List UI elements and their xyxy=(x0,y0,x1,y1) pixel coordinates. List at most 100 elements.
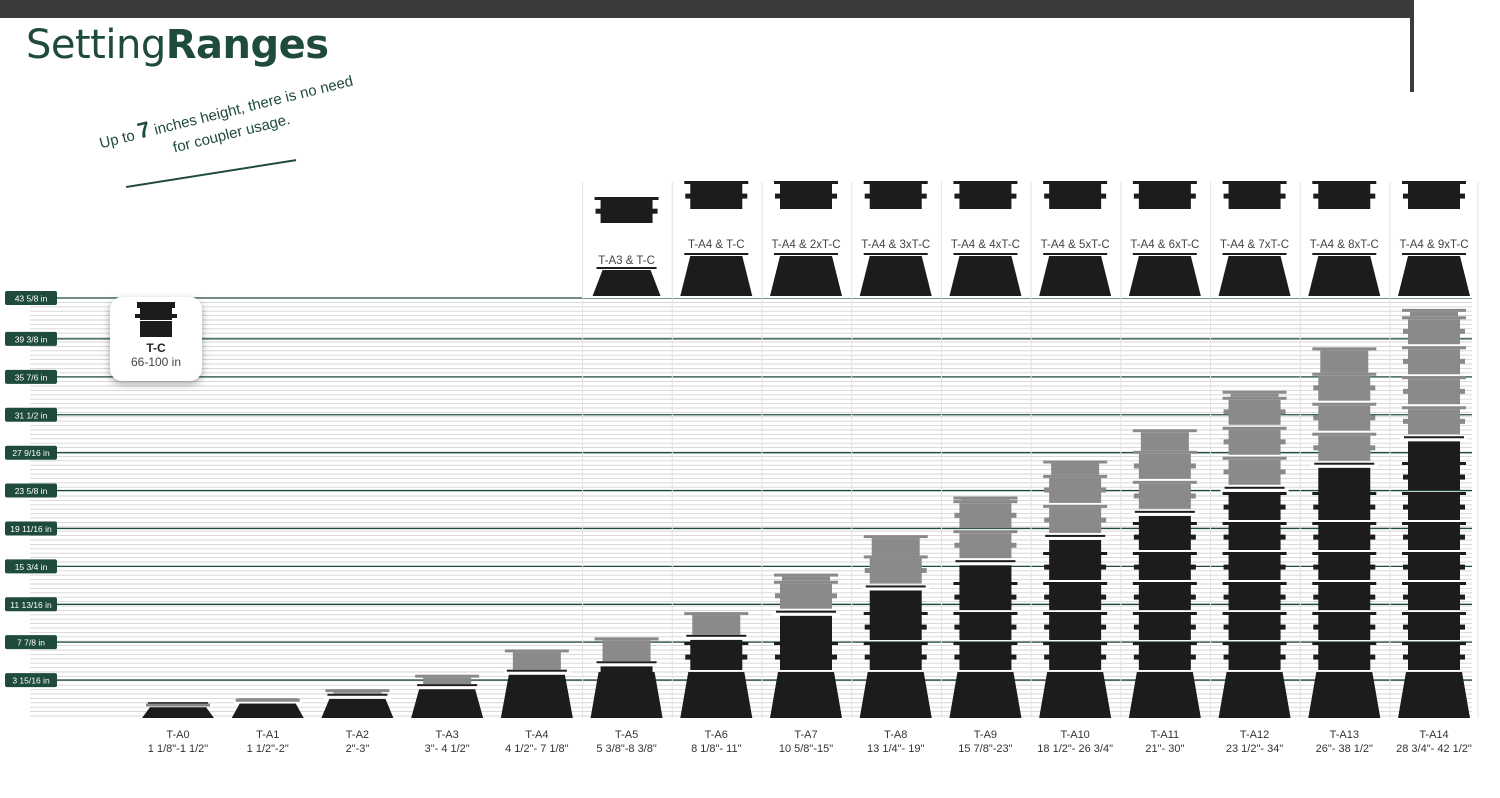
pedestal-name: T-A12 xyxy=(1240,729,1269,741)
pedestal-t-a3 xyxy=(411,674,484,718)
y-tick-label: 3 15/16 in xyxy=(12,676,50,686)
pedestal-name: T-A11 xyxy=(1151,729,1180,741)
y-tick-label: 39 3/8 in xyxy=(15,334,48,344)
y-tick-badge xyxy=(5,597,57,612)
pedestal-t-a9 xyxy=(949,496,1022,718)
y-tick-label: 31 1/2 in xyxy=(15,410,48,420)
y-tick-badge xyxy=(5,445,57,460)
header-bar xyxy=(0,0,1414,18)
pedestal-range: 15 7/8"-23" xyxy=(958,743,1012,755)
pedestal-range: 10 5/8"-15" xyxy=(779,743,833,755)
pedestal-t-a8 xyxy=(859,535,932,718)
pedestal-t-a6 xyxy=(680,612,753,718)
pedestal-t-a7 xyxy=(770,573,842,718)
pedestal-t-a0 xyxy=(142,702,214,718)
y-tick-label: 11 13/16 in xyxy=(10,600,52,610)
pedestal-range: 13 1/4"- 19" xyxy=(867,743,924,755)
pedestal-name: T-A8 xyxy=(884,729,907,741)
y-ticks: 3 15/16 in 7 7/8 in 11 13/16 in 15 3/4 in 19… xyxy=(5,291,57,688)
pedestal-t-a5 xyxy=(590,637,663,718)
pedestal-name: T-A2 xyxy=(346,729,369,741)
pedestal-name: T-A3 xyxy=(436,729,459,741)
y-tick-badge xyxy=(5,369,57,384)
pedestal-range: 1 1/8"-1 1/2" xyxy=(148,743,208,755)
y-tick-label: 15 3/4 in xyxy=(15,562,48,572)
pedestal-name: T-A5 xyxy=(615,729,638,741)
pedestal-labels: T-A0 1 1/8"-1 1/2" T-A1 1 1/2"-2" T-A2 2"-3" T… xyxy=(148,729,1472,755)
combo-label: T-A4 & 7xT-C xyxy=(1220,239,1289,251)
combo-label: T-A4 & 9xT-C xyxy=(1399,239,1468,251)
combo-t-a5: T-A3 & T-C xyxy=(592,197,661,296)
combo-t-a10: T-A4 & 5xT-C xyxy=(1039,181,1112,296)
y-tick-badge xyxy=(5,521,57,536)
combo-t-a6: T-A4 & T-C xyxy=(680,181,753,296)
coupler-range: 66-100 in xyxy=(130,355,182,369)
pedestal-range: 28 3/4"- 42 1/2" xyxy=(1396,743,1472,755)
pedestal-columns: T-A3 & T-C T-A4 & T-C T-A4 & 2xT-C T-A4 & 3… xyxy=(142,180,1479,718)
combo-t-a11: T-A4 & 6xT-C xyxy=(1128,181,1201,296)
y-tick-badge xyxy=(5,559,57,574)
pedestal-name: T-A13 xyxy=(1330,729,1359,741)
combo-t-a7: T-A4 & 2xT-C xyxy=(770,181,842,296)
pedestal-t-a4 xyxy=(500,649,573,718)
y-tick-label: 7 7/8 in xyxy=(17,638,45,648)
y-tick-badge xyxy=(5,483,57,498)
pedestal-range: 3"- 4 1/2" xyxy=(425,743,470,755)
pedestal-t-a12 xyxy=(1218,390,1291,718)
combo-label: T-A4 & 8xT-C xyxy=(1310,239,1379,251)
pedestal-range: 26"- 38 1/2" xyxy=(1316,743,1373,755)
y-tick-label: 27 9/16 in xyxy=(12,448,50,458)
combo-label: T-A4 & 5xT-C xyxy=(1041,239,1110,251)
combo-t-a9: T-A4 & 4xT-C xyxy=(949,181,1022,296)
pedestal-name: T-A10 xyxy=(1060,729,1089,741)
pedestal-name: T-A14 xyxy=(1419,729,1448,741)
combo-label: T-A4 & 2xT-C xyxy=(771,239,840,251)
y-tick-label: 23 5/8 in xyxy=(15,486,48,496)
pedestal-name: T-A6 xyxy=(705,729,728,741)
y-tick-badge xyxy=(5,331,57,346)
combo-label: T-A4 & 4xT-C xyxy=(951,239,1020,251)
title-light: Setting xyxy=(26,22,166,68)
y-tick-badge xyxy=(5,635,57,650)
y-tick-label: 19 11/16 in xyxy=(10,524,52,534)
pedestal-range: 4 1/2"- 7 1/8" xyxy=(505,743,569,755)
combo-label: T-A3 & T-C xyxy=(598,255,655,267)
y-tick-badge xyxy=(5,291,57,305)
pedestal-range: 5 3/8"-8 3/8" xyxy=(596,743,656,755)
y-tick-label: 35 7/6 in xyxy=(15,372,48,382)
pedestal-range: 21"- 30" xyxy=(1145,743,1184,755)
pedestal-t-a11 xyxy=(1128,429,1201,718)
pedestal-t-a2 xyxy=(321,689,394,718)
pedestal-t-a13 xyxy=(1308,347,1381,718)
coupler-icon xyxy=(135,302,177,337)
combo-label: T-A4 & T-C xyxy=(688,239,745,251)
combo-t-a12: T-A4 & 7xT-C xyxy=(1218,181,1291,296)
title-bold: Ranges xyxy=(165,22,329,68)
pedestal-range: 23 1/2"- 34" xyxy=(1226,743,1283,755)
pedestal-t-a10 xyxy=(1039,460,1112,718)
pedestal-name: T-A4 xyxy=(525,729,548,741)
pedestal-name: T-A0 xyxy=(166,729,189,741)
pedestal-name: T-A9 xyxy=(974,729,997,741)
y-tick-badge xyxy=(5,673,57,688)
pedestal-t-a1 xyxy=(231,698,304,718)
page-title: SettingRanges xyxy=(26,22,329,68)
combo-label: T-A4 & 3xT-C xyxy=(861,239,930,251)
pedestal-range: 1 1/2"-2" xyxy=(247,743,289,755)
combo-t-a14: T-A4 & 9xT-C xyxy=(1398,181,1470,296)
pedestal-range: 18 1/2"- 26 3/4" xyxy=(1037,743,1113,755)
coupler-name: T-C xyxy=(146,341,166,355)
y-tick-label: 43 5/8 in xyxy=(15,294,48,304)
pedestal-t-a14 xyxy=(1398,308,1470,718)
pedestal-range: 2"-3" xyxy=(346,743,370,755)
pedestal-name: T-A7 xyxy=(794,729,817,741)
coupler-card: T-C 66-100 in xyxy=(110,297,202,381)
combo-t-a13: T-A4 & 8xT-C xyxy=(1308,181,1381,296)
pedestal-range: 8 1/8"- 11" xyxy=(691,743,742,755)
combo-label: T-A4 & 6xT-C xyxy=(1130,239,1199,251)
pedestal-name: T-A1 xyxy=(256,729,279,741)
y-tick-badge xyxy=(5,407,57,422)
header-rule xyxy=(1410,0,1414,92)
combo-t-a8: T-A4 & 3xT-C xyxy=(859,181,932,296)
